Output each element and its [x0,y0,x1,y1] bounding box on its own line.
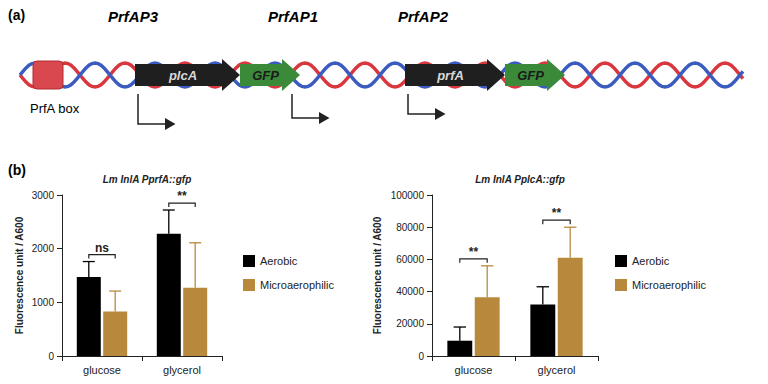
svg-text:40000: 40000 [396,286,424,297]
svg-text:PrfAP3: PrfAP3 [108,8,159,25]
svg-text:Microaerophilic: Microaerophilic [260,279,334,291]
svg-text:glucose: glucose [83,364,121,376]
svg-text:GFP: GFP [252,68,279,83]
svg-text:20000: 20000 [396,318,424,329]
svg-text:glycerol: glycerol [538,364,576,376]
svg-text:glycerol: glycerol [163,364,201,376]
svg-text:plcA: plcA [168,68,197,83]
svg-text:Aerobic: Aerobic [260,255,298,267]
svg-text:2000: 2000 [32,243,55,254]
svg-text:0: 0 [48,351,54,362]
svg-text:Lm InlA PprfA::gfp: Lm InlA PprfA::gfp [103,174,192,185]
svg-text:GFP: GFP [517,68,544,83]
svg-text:PrfAP1: PrfAP1 [268,8,318,25]
svg-text:**: ** [469,245,479,259]
svg-text:(a): (a) [8,7,25,23]
svg-text:1000: 1000 [32,297,55,308]
svg-text:prfA: prfA [436,68,464,83]
svg-text:80000: 80000 [396,222,424,233]
svg-text:Microaerophilic: Microaerophilic [632,279,706,291]
svg-text:**: ** [552,206,562,220]
svg-text:Fluorescence unit / A600: Fluorescence unit / A600 [372,216,383,334]
svg-text:**: ** [177,189,187,203]
svg-text:glucose: glucose [455,364,493,376]
svg-text:Fluorescence unit / A600: Fluorescence unit / A600 [14,216,25,334]
svg-text:100000: 100000 [391,190,425,201]
html-text:(b): (b) [8,162,26,178]
svg-text:0: 0 [418,351,424,362]
svg-text:3000: 3000 [32,190,55,201]
svg-text:PrfAP2: PrfAP2 [398,8,449,25]
svg-text:Aerobic: Aerobic [632,255,670,267]
svg-text:Lm InlA PplcA::gfp: Lm InlA PplcA::gfp [475,174,565,185]
svg-text:60000: 60000 [396,254,424,265]
svg-text:ns: ns [95,241,109,255]
svg-text:PrfA box: PrfA box [30,101,80,116]
